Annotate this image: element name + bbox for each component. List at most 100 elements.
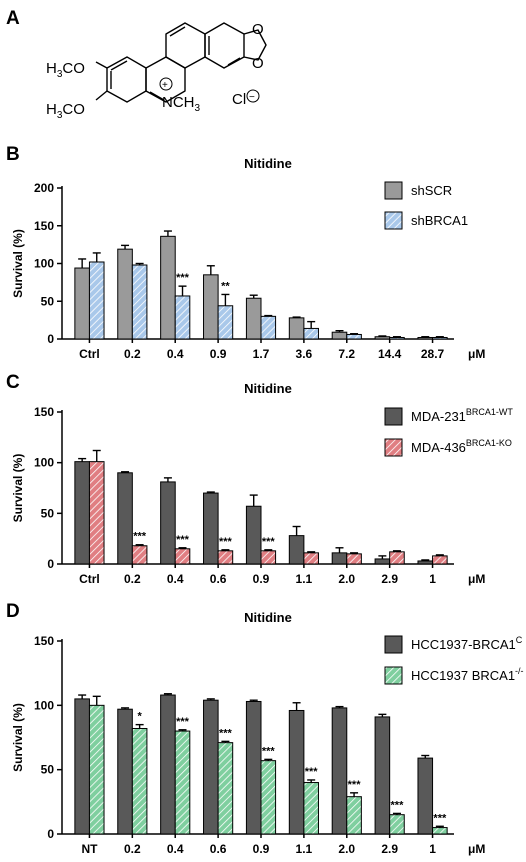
significance-marker: *** xyxy=(176,534,190,546)
bar-2 xyxy=(131,264,148,340)
legend-label: MDA-436BRCA1-KO xyxy=(411,438,512,455)
y-axis-label: Survival (%) xyxy=(11,703,25,772)
bar-2 xyxy=(174,295,191,340)
bar-2 xyxy=(260,315,277,340)
y-tick-label: 0 xyxy=(47,332,54,346)
x-tick-label: Ctrl xyxy=(79,572,100,586)
legend-label: shBRCA1 xyxy=(411,213,468,228)
bar-1 xyxy=(160,481,176,565)
bar-1 xyxy=(245,505,262,565)
legend-swatch xyxy=(384,635,403,654)
x-tick-label: 0.9 xyxy=(210,347,227,361)
y-tick-label: 150 xyxy=(34,405,54,419)
significance-marker: *** xyxy=(219,536,233,548)
bar-1 xyxy=(417,560,434,565)
significance-marker: * xyxy=(137,711,142,723)
chart-1: Nitidine 0 50 100 150 200 Survival (%) μM Ctrl 0.… xyxy=(11,156,485,361)
dioxole-o-top: O xyxy=(252,21,264,38)
significance-marker: *** xyxy=(305,766,319,778)
x-tick-label: 0.2 xyxy=(124,842,141,856)
significance-marker: *** xyxy=(133,531,147,543)
x-tick-label: 0.2 xyxy=(124,347,141,361)
x-tick-label: 0.4 xyxy=(167,347,184,361)
bar-1 xyxy=(160,235,176,340)
bar-2 xyxy=(303,552,319,565)
ring-3-double xyxy=(169,26,186,37)
bar-2 xyxy=(389,551,405,565)
x-tick-label: 0.4 xyxy=(167,842,184,856)
panel-label-b: B xyxy=(6,144,20,165)
panel-label-c: C xyxy=(6,372,20,393)
bar-1 xyxy=(417,757,434,835)
bar-1 xyxy=(331,552,348,565)
y-tick-label: 50 xyxy=(41,763,55,777)
bar-1 xyxy=(203,699,219,835)
bar-2 xyxy=(260,550,277,565)
panel-label-d: D xyxy=(6,601,20,622)
x-tick-label: 0.2 xyxy=(124,572,141,586)
bar-1 xyxy=(203,274,219,340)
bar-2 xyxy=(88,261,105,340)
x-tick-label: NT xyxy=(81,842,98,856)
bar-2 xyxy=(174,730,191,835)
y-tick-label: 100 xyxy=(34,456,54,470)
bar-2 xyxy=(346,796,362,835)
chart-title: Nitidine xyxy=(244,156,292,171)
y-tick-label: 150 xyxy=(34,634,54,648)
x-tick-label: 0.6 xyxy=(210,572,227,586)
x-tick-label: 2.0 xyxy=(338,842,355,856)
x-tick-label: 0.9 xyxy=(253,572,270,586)
bar-1 xyxy=(245,297,262,340)
bar-1 xyxy=(374,336,391,340)
significance-marker: *** xyxy=(391,799,405,811)
bar-2 xyxy=(131,545,148,565)
bar-1 xyxy=(160,694,176,835)
ring-4-double-2 xyxy=(227,57,241,66)
legend-swatch xyxy=(384,666,403,685)
x-tick-label: 1.1 xyxy=(296,842,313,856)
legend-swatch xyxy=(384,407,403,426)
bar-1 xyxy=(74,461,90,565)
bar-1 xyxy=(374,558,391,565)
legend-swatch xyxy=(384,181,403,200)
y-tick-label: 0 xyxy=(47,827,54,841)
bar-1 xyxy=(74,698,90,835)
bar-2 xyxy=(217,305,234,340)
x-tick-label: Ctrl xyxy=(79,347,100,361)
y-tick-label: 100 xyxy=(34,257,54,271)
x-tick-label: 1 xyxy=(429,572,436,586)
chart-3: Nitidine 0 50 100 150 Survival (%) μM NT 0.2 0.4 0… xyxy=(11,610,524,856)
significance-marker: *** xyxy=(219,727,233,739)
significance-marker: *** xyxy=(176,272,190,284)
x-tick-label: 2.9 xyxy=(381,572,398,586)
n-methyl-label: NCH3 xyxy=(162,94,201,114)
legend-label: HCC1937 BRCA1-/- xyxy=(411,666,524,683)
ring-4 xyxy=(204,22,245,69)
significance-marker: *** xyxy=(262,745,276,757)
dioxole-o-bottom: O xyxy=(252,55,264,72)
ring-1 xyxy=(106,56,147,103)
x-tick-label: 2.9 xyxy=(381,842,398,856)
positive-charge-circle xyxy=(159,77,173,91)
significance-marker: ** xyxy=(221,280,230,292)
significance-marker: *** xyxy=(433,812,447,824)
bar-2 xyxy=(432,336,448,340)
chart-title: Nitidine xyxy=(244,381,292,396)
bar-1 xyxy=(288,709,305,835)
chart-2: Nitidine 0 50 100 150 Survival (%) μM Ctrl 0.2 0.… xyxy=(11,381,513,586)
bar-2 xyxy=(346,553,362,565)
bar-2 xyxy=(389,814,405,835)
methoxy-bond-top xyxy=(95,61,108,69)
ring-3 xyxy=(165,22,206,69)
x-tick-label: 7.2 xyxy=(338,347,355,361)
legend-swatch xyxy=(384,438,403,457)
bar-2 xyxy=(303,327,319,340)
negative-charge-circle xyxy=(246,89,260,103)
significance-marker: *** xyxy=(176,716,190,728)
y-axis-label: Survival (%) xyxy=(11,229,25,298)
x-tick-label: 0.9 xyxy=(253,842,270,856)
bar-2 xyxy=(174,548,191,565)
bar-1 xyxy=(288,535,305,565)
bar-1 xyxy=(331,331,348,340)
bar-2 xyxy=(303,782,319,835)
